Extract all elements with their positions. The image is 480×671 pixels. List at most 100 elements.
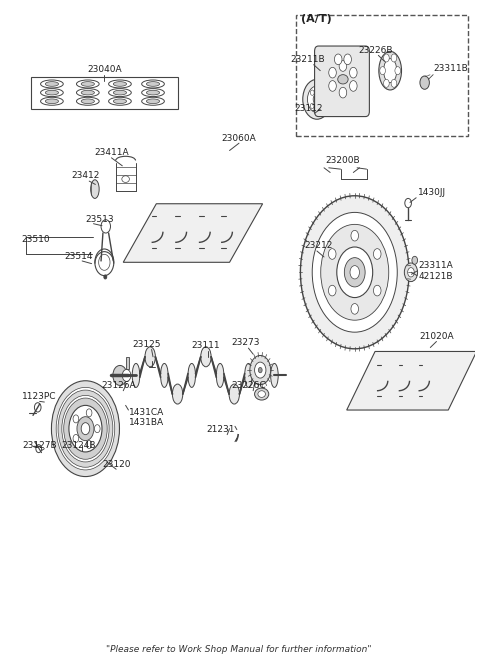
Circle shape: [344, 54, 351, 64]
Circle shape: [420, 76, 430, 89]
Ellipse shape: [229, 384, 240, 404]
Circle shape: [95, 425, 100, 433]
Text: 23120: 23120: [102, 460, 131, 468]
Circle shape: [328, 285, 336, 296]
Text: 21020A: 21020A: [419, 332, 454, 341]
Ellipse shape: [142, 97, 164, 105]
Circle shape: [329, 81, 336, 91]
Circle shape: [349, 81, 357, 91]
Circle shape: [86, 409, 92, 417]
Circle shape: [321, 224, 389, 320]
Ellipse shape: [146, 91, 160, 95]
Ellipse shape: [142, 89, 164, 97]
Ellipse shape: [142, 80, 164, 88]
Circle shape: [351, 230, 359, 241]
Circle shape: [373, 285, 381, 296]
Text: 23125: 23125: [132, 340, 161, 349]
Text: 1123PC: 1123PC: [22, 392, 56, 401]
Ellipse shape: [379, 52, 401, 90]
Text: (A/T): (A/T): [301, 14, 332, 24]
Circle shape: [51, 380, 120, 476]
Ellipse shape: [113, 99, 127, 103]
Ellipse shape: [271, 364, 278, 387]
Text: 23412: 23412: [71, 172, 100, 180]
Text: 21231: 21231: [207, 425, 235, 434]
Ellipse shape: [113, 91, 127, 95]
Ellipse shape: [113, 82, 127, 87]
Circle shape: [404, 263, 418, 282]
Circle shape: [58, 390, 113, 467]
Ellipse shape: [45, 99, 59, 103]
Circle shape: [405, 199, 411, 208]
Ellipse shape: [108, 97, 131, 105]
Text: 23510: 23510: [22, 235, 50, 244]
Circle shape: [69, 405, 102, 452]
Circle shape: [339, 60, 347, 71]
Circle shape: [308, 86, 326, 113]
Ellipse shape: [201, 347, 211, 367]
Circle shape: [391, 54, 397, 62]
Circle shape: [384, 54, 389, 62]
Circle shape: [408, 268, 414, 277]
Circle shape: [303, 79, 331, 119]
Circle shape: [56, 387, 115, 470]
Text: "Please refer to Work Shop Manual for further information": "Please refer to Work Shop Manual for fu…: [106, 645, 372, 654]
Polygon shape: [123, 204, 263, 262]
Circle shape: [373, 249, 381, 259]
Text: 23126A: 23126A: [101, 381, 136, 390]
Ellipse shape: [338, 74, 348, 84]
Text: 23211B: 23211B: [290, 55, 325, 64]
Circle shape: [258, 368, 262, 373]
Text: 23273: 23273: [232, 338, 260, 348]
Ellipse shape: [172, 384, 183, 404]
Text: 23124B: 23124B: [61, 441, 96, 450]
Text: 23226C: 23226C: [231, 381, 266, 390]
Circle shape: [380, 66, 385, 74]
Ellipse shape: [41, 80, 63, 88]
Ellipse shape: [145, 347, 156, 367]
Ellipse shape: [146, 82, 160, 87]
FancyBboxPatch shape: [314, 46, 370, 117]
Circle shape: [320, 103, 324, 109]
Ellipse shape: [76, 89, 99, 97]
Ellipse shape: [81, 82, 95, 87]
Circle shape: [311, 103, 314, 109]
Circle shape: [350, 266, 360, 279]
Ellipse shape: [76, 97, 99, 105]
Ellipse shape: [245, 364, 252, 387]
Circle shape: [313, 94, 321, 105]
Circle shape: [77, 417, 94, 441]
Ellipse shape: [258, 391, 265, 397]
Circle shape: [300, 196, 409, 349]
Text: 23111: 23111: [192, 341, 220, 350]
Text: 23411A: 23411A: [94, 148, 129, 157]
Text: 1431CA: 1431CA: [130, 408, 165, 417]
Circle shape: [344, 258, 365, 287]
Bar: [126, 358, 129, 370]
Ellipse shape: [76, 80, 99, 88]
Circle shape: [395, 66, 401, 74]
Text: 42121B: 42121B: [419, 272, 453, 281]
Ellipse shape: [81, 91, 95, 95]
Circle shape: [101, 219, 110, 233]
Text: 23040A: 23040A: [87, 65, 121, 74]
Circle shape: [312, 213, 397, 332]
Circle shape: [351, 303, 359, 314]
Ellipse shape: [108, 89, 131, 97]
Ellipse shape: [146, 99, 160, 103]
Text: 23127B: 23127B: [23, 441, 57, 450]
Ellipse shape: [41, 89, 63, 97]
Ellipse shape: [384, 58, 397, 83]
Circle shape: [104, 275, 107, 279]
Circle shape: [86, 440, 92, 448]
Circle shape: [311, 90, 314, 95]
Circle shape: [339, 87, 347, 98]
Circle shape: [73, 415, 79, 423]
Circle shape: [250, 356, 271, 384]
Ellipse shape: [108, 80, 131, 88]
Circle shape: [349, 67, 357, 78]
Circle shape: [320, 90, 324, 95]
Ellipse shape: [41, 97, 63, 105]
Text: 23212: 23212: [304, 242, 333, 250]
Text: 23513: 23513: [85, 215, 114, 223]
